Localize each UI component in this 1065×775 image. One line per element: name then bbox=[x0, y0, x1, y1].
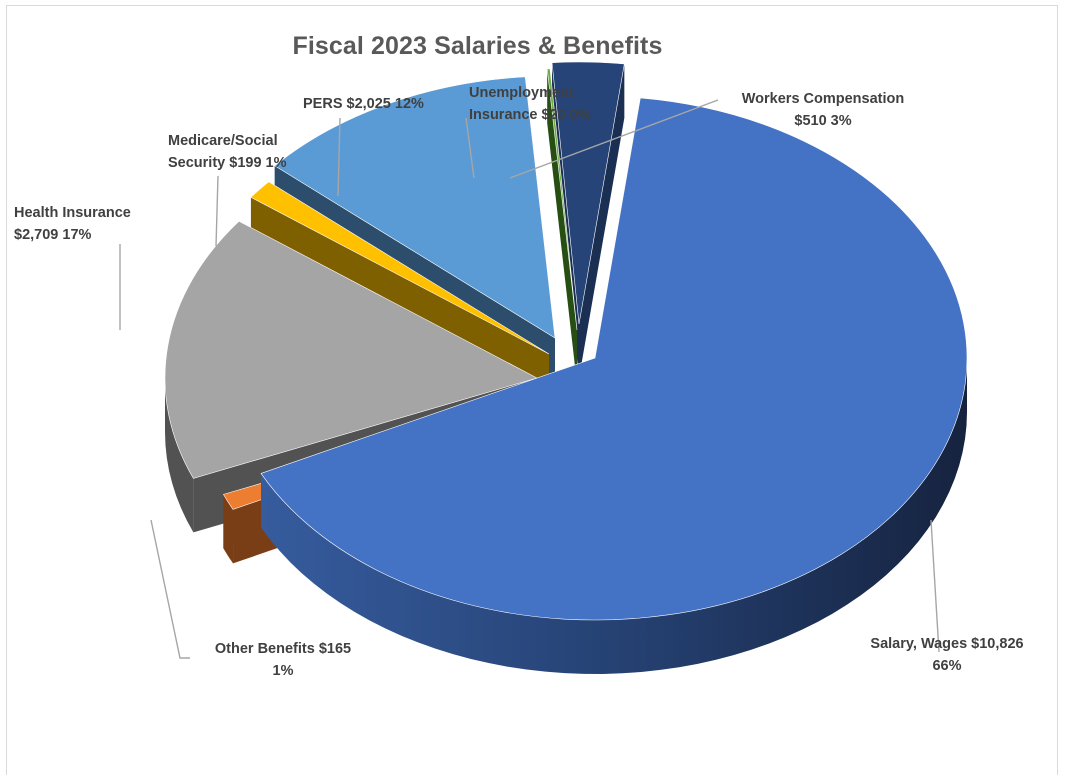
pie-slice-top-unemployment-insurance bbox=[546, 68, 578, 331]
label-pers-line1: PERS $2,025 12% bbox=[303, 96, 424, 112]
label-workers-line2: $510 3% bbox=[794, 113, 852, 129]
chart-title: Fiscal 2023 Salaries & Benefits bbox=[292, 32, 663, 60]
label-workers-compensation: Workers Compensation $510 3% bbox=[718, 88, 928, 132]
pie-slice-rim-health-insurance bbox=[165, 378, 194, 533]
pie-slice-unemployment-insurance bbox=[546, 68, 578, 385]
pie-slice-rim-other-benefits bbox=[223, 494, 234, 564]
label-salary-wages-line1: Salary, Wages $10,826 bbox=[870, 636, 1024, 652]
label-health-insurance-line2: $2,709 17% bbox=[14, 227, 92, 243]
label-other-benefits-line1: Other Benefits $165 bbox=[214, 641, 352, 657]
label-pers: PERS $2,025 12% bbox=[303, 93, 424, 115]
pie-slice-top-health-insurance bbox=[164, 220, 538, 479]
leader-line-workers-compensation bbox=[509, 99, 719, 179]
leader-line-salary-wages bbox=[930, 519, 940, 653]
label-unemployment-line1: Unemployment bbox=[469, 85, 574, 101]
label-other-benefits-line2: 1% bbox=[272, 663, 294, 679]
label-health-insurance: Health Insurance $2,709 17% bbox=[14, 202, 131, 246]
label-health-insurance-line1: Health Insurance bbox=[14, 205, 131, 221]
label-unemployment-insurance: Unemployment Insurance $20 0% bbox=[469, 82, 591, 126]
leader-line-other-benefits bbox=[150, 519, 190, 659]
pie-slice-salary-wages bbox=[260, 97, 968, 674]
pie-slice-rim-salary-wages bbox=[261, 358, 967, 674]
label-medicare-social-security: Medicare/Social Security $199 1% bbox=[168, 130, 287, 174]
label-other-benefits: Other Benefits $165 1% bbox=[188, 638, 378, 682]
label-salary-wages-line2: 66% bbox=[932, 658, 962, 674]
label-salary-wages: Salary, Wages $10,826 66% bbox=[834, 633, 1060, 677]
label-workers-line1: Workers Compensation bbox=[741, 91, 905, 107]
leader-line-unemployment-insurance bbox=[465, 117, 475, 179]
label-unemployment-line2: Insurance $20 0% bbox=[469, 107, 591, 123]
label-medicare-line2: Security $199 1% bbox=[168, 155, 287, 171]
pie-slice-top-workers-compensation bbox=[551, 61, 625, 325]
leader-line-pers bbox=[337, 117, 341, 197]
leader-line-medicare-social-security bbox=[215, 175, 219, 247]
pie-slice-wall-end-workers-compensation bbox=[579, 63, 625, 378]
label-medicare-line1: Medicare/Social bbox=[168, 133, 278, 149]
pie-slice-top-pers bbox=[274, 76, 556, 339]
pie-slice-top-salary-wages bbox=[260, 97, 968, 621]
pie-slice-top-medicare-social-security bbox=[250, 181, 550, 355]
